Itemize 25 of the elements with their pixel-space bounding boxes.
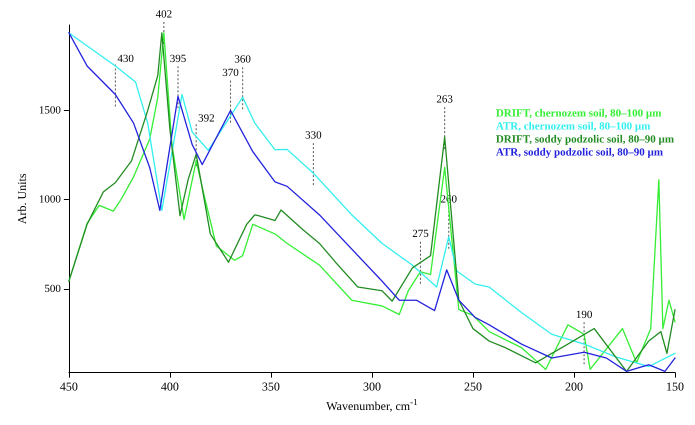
x-tick-label: 450 bbox=[60, 380, 78, 394]
annotation: 395 bbox=[170, 52, 187, 65]
annotation: 392 bbox=[198, 112, 215, 125]
x-tick-label: 400 bbox=[160, 380, 179, 394]
text: ATR, chernozem soil, 80–100 µm bbox=[496, 120, 650, 132]
x-tick-label: 200 bbox=[564, 380, 583, 394]
y-axis-title: Arb. Units bbox=[15, 173, 29, 224]
annotation: 402 bbox=[156, 8, 172, 20]
y-tick-label: 1000 bbox=[38, 194, 62, 206]
x-tick-label: 350 bbox=[262, 380, 280, 394]
text: ATR, soddy podzolic soil, 80–90 µm bbox=[496, 146, 664, 158]
annotation: 263 bbox=[436, 94, 454, 106]
y-tick-label: 500 bbox=[44, 282, 62, 295]
x-tick-label: 150 bbox=[666, 380, 684, 394]
text: DRIFT, soddy podzolic soil, 80–90 µm bbox=[496, 134, 674, 146]
x-tick-label: 250 bbox=[464, 380, 482, 394]
annotation: 360 bbox=[234, 54, 252, 66]
annotation: 275 bbox=[412, 228, 430, 240]
annotation: 330 bbox=[305, 130, 322, 142]
x-tick-label: 300 bbox=[362, 380, 381, 394]
y-tick-label: 1500 bbox=[38, 104, 62, 117]
text: DRIFT, chernozem soil, 80–100 µm bbox=[496, 108, 662, 120]
annotation: 370 bbox=[222, 67, 240, 80]
annotation: 430 bbox=[117, 53, 134, 66]
annotation: 190 bbox=[576, 308, 593, 321]
